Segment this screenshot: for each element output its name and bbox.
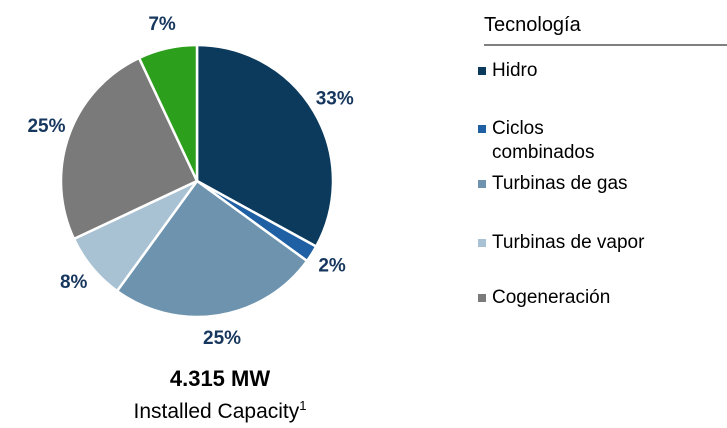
- legend-label: Cogeneración: [492, 287, 611, 308]
- legend-item: Turbinas de gas: [478, 172, 628, 196]
- superscript: 1: [299, 398, 307, 413]
- pie-slice: [137, 43, 199, 182]
- slice-label: 7%: [148, 14, 176, 35]
- pie-slice: [195, 43, 335, 249]
- legend-item: Hidro: [478, 59, 538, 83]
- legend-swatch: [478, 125, 486, 133]
- legend-swatch: [478, 239, 486, 247]
- legend-label: Turbinas de vapor: [492, 232, 645, 253]
- legend-label: Ciclos combinados: [492, 118, 595, 163]
- slice-label: 25%: [27, 116, 65, 137]
- legend-label: Turbinas de gas: [492, 173, 628, 194]
- slice-label: 33%: [316, 89, 354, 110]
- subtitle: Installed Capacity: [133, 400, 300, 423]
- total: 4.315 MW: [169, 366, 271, 391]
- legend-swatch: [478, 67, 486, 75]
- subtitle-line: Installed Capacity1: [0, 398, 440, 424]
- slice-label: 25%: [203, 328, 241, 349]
- legend-swatch: [478, 180, 486, 188]
- pie-slice: [115, 179, 309, 319]
- slice-label: 8%: [60, 272, 88, 293]
- slice-label: 2%: [318, 256, 346, 277]
- legend-label: Hidro: [492, 60, 538, 81]
- legend-item: Cogeneración: [478, 286, 611, 310]
- pie-slice: [59, 56, 199, 241]
- legend-title: Tecnología: [484, 14, 581, 36]
- legend-item: Ciclos combinados: [478, 117, 595, 165]
- legend-swatch: [478, 294, 486, 302]
- legend-item: Turbinas de vapor: [478, 231, 645, 255]
